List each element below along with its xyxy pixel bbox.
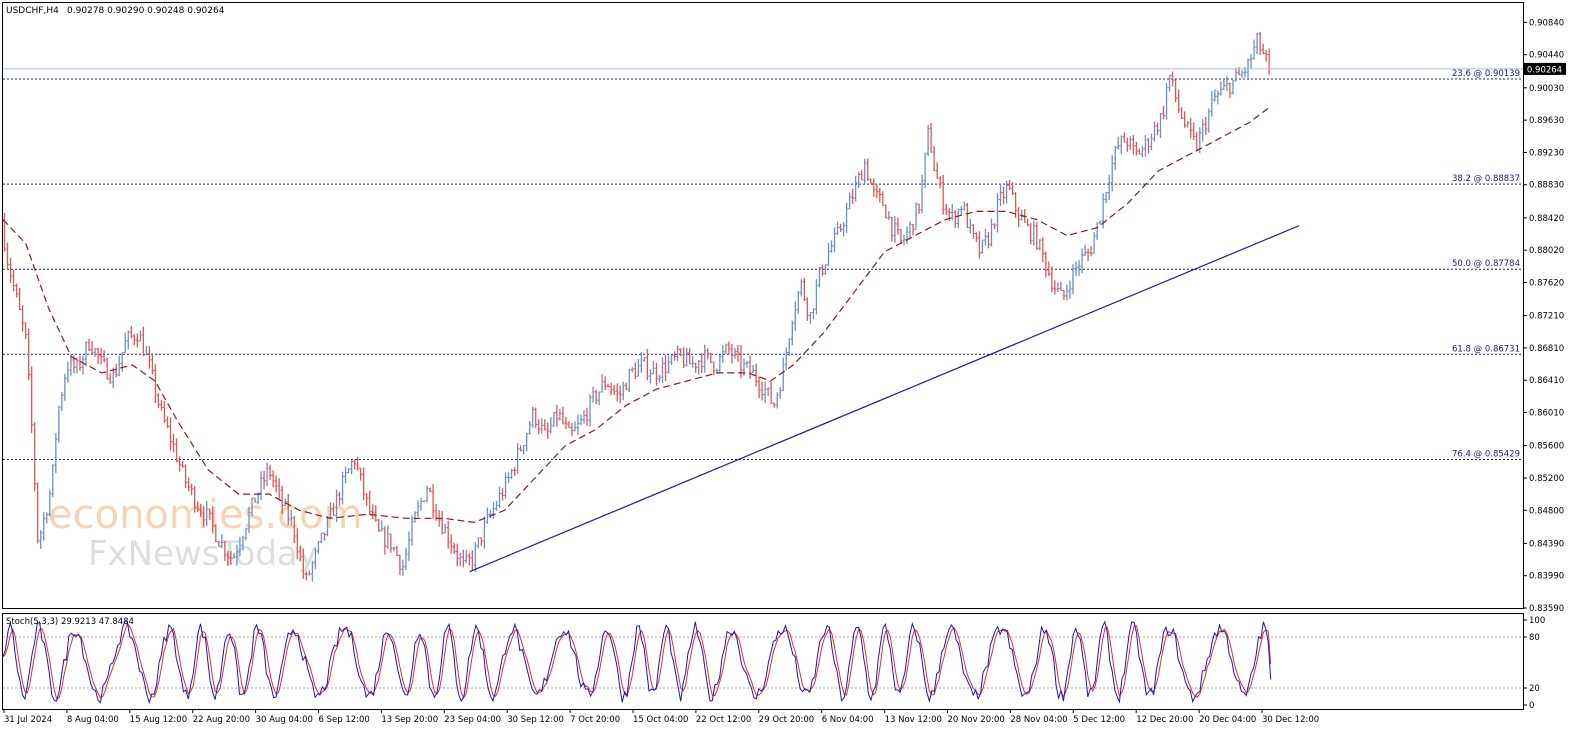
- y-tick-label-15: 0.84800: [1529, 506, 1564, 516]
- fib-levels: 23.6 @ 0.90139 38.2 @ 0.88837 50.0 @ 0.877…: [3, 69, 1523, 460]
- fib-label-0: 23.6 @ 0.90139: [1452, 69, 1520, 79]
- x-tick-label-15: 20 Nov 20:00: [948, 715, 1005, 725]
- y-tick-label-7: 0.88020: [1529, 246, 1564, 256]
- x-tick-label-4: 30 Aug 04:00: [256, 715, 313, 725]
- price-candles: [3, 31, 1271, 582]
- y-tick-label-12: 0.86010: [1529, 409, 1564, 419]
- trendline-group: [469, 225, 1300, 573]
- x-tick-label-2: 15 Aug 12:00: [130, 715, 187, 725]
- x-tick-label-16: 28 Nov 04:00: [1010, 715, 1067, 725]
- x-tick-label-8: 30 Sep 12:00: [507, 715, 564, 725]
- fib-label-2: 50.0 @ 0.87784: [1452, 259, 1520, 269]
- y-tick-label-8: 0.87620: [1529, 278, 1564, 288]
- stoch-label: Stoch(5,3,3) 29.9213 47.8484: [6, 617, 134, 627]
- stoch-panel-frame: [2, 613, 1524, 710]
- stoch-tick-label-2: 20: [1529, 684, 1540, 694]
- x-tick-label-14: 13 Nov 12:00: [885, 715, 942, 725]
- y-tick-label-0: 0.90840: [1529, 18, 1564, 28]
- chart-ohlc-label: 0.90278 0.90290 0.90248 0.90264: [67, 6, 225, 16]
- stoch-main-line: [2, 620, 1272, 705]
- watermark-fxnewstoday: FxNewsToday: [88, 534, 318, 574]
- x-tick-label-19: 20 Dec 04:00: [1199, 715, 1256, 725]
- y-tick-label-9: 0.87210: [1529, 312, 1564, 322]
- current-price-tag: [1523, 62, 1566, 75]
- stoch-tick-label-1: 80: [1529, 633, 1540, 643]
- y-tick-label-18: 0.83590: [1529, 604, 1564, 614]
- stoch-tick-label-0: 100: [1529, 616, 1545, 626]
- x-tick-label-13: 6 Nov 04:00: [822, 715, 874, 725]
- stoch-signal-line: [2, 622, 1272, 700]
- x-tick-label-12: 29 Oct 20:00: [759, 715, 814, 725]
- y-tick-label-2: 0.90030: [1529, 84, 1564, 94]
- main-panel-frame: [2, 2, 1524, 609]
- y-tick-label-10: 0.86810: [1529, 344, 1564, 354]
- fib-label-3: 61.8 @ 0.86731: [1452, 344, 1520, 354]
- x-tick-label-0: 31 Jul 2024: [4, 715, 52, 725]
- x-tick-label-1: 8 Aug 04:00: [67, 715, 119, 725]
- y-tick-label-6: 0.88420: [1529, 214, 1564, 224]
- y-tick-label-3: 0.89630: [1529, 116, 1564, 126]
- x-tick-label-18: 12 Dec 20:00: [1136, 715, 1193, 725]
- y-tick-label-1: 0.90440: [1529, 51, 1564, 61]
- y-tick-label-14: 0.85200: [1529, 474, 1564, 484]
- y-tick-label-16: 0.84390: [1529, 539, 1564, 549]
- x-tick-label-20: 30 Dec 12:00: [1262, 715, 1319, 725]
- stoch-tick-label-3: 0: [1529, 701, 1534, 711]
- current-price-value: 0.90264: [1527, 65, 1562, 75]
- fib-label-4: 76.4 @ 0.85429: [1452, 449, 1520, 459]
- chart-symbol-label: USDCHF,H4: [6, 6, 59, 16]
- watermark-economies: economies.com: [48, 492, 363, 538]
- time-axis: 31 Jul 2024 8 Aug 04:00 15 Aug 12:00 22 Aug…: [3, 709, 1319, 725]
- y-tick-label-11: 0.86410: [1529, 376, 1564, 386]
- y-tick-label-17: 0.83990: [1529, 572, 1564, 582]
- x-tick-label-11: 22 Oct 12:00: [696, 715, 751, 725]
- moving-average: [2, 105, 1272, 524]
- current-price-group: 0.90264: [3, 62, 1566, 75]
- price-axis: 0.90840 0.90440 0.90030 0.89630 0.89230 0.888…: [1523, 18, 1564, 614]
- y-tick-label-4: 0.89230: [1529, 148, 1564, 158]
- x-tick-label-3: 22 Aug 20:00: [193, 715, 250, 725]
- trendline: [469, 225, 1300, 573]
- y-tick-label-13: 0.85600: [1529, 442, 1564, 452]
- fib-label-1: 38.2 @ 0.88837: [1452, 174, 1520, 184]
- x-tick-label-5: 6 Sep 12:00: [319, 715, 370, 725]
- stochastic-oscillator: 100 80 20 0: [2, 616, 1545, 711]
- y-tick-label-5: 0.88830: [1529, 181, 1564, 191]
- x-tick-label-17: 5 Dec 12:00: [1073, 715, 1125, 725]
- x-tick-label-7: 23 Sep 04:00: [444, 715, 501, 725]
- ma-line: [2, 105, 1272, 524]
- x-tick-label-10: 15 Oct 04:00: [633, 715, 688, 725]
- x-tick-label-6: 13 Sep 20:00: [381, 715, 438, 725]
- x-tick-label-9: 7 Oct 20:00: [570, 715, 620, 725]
